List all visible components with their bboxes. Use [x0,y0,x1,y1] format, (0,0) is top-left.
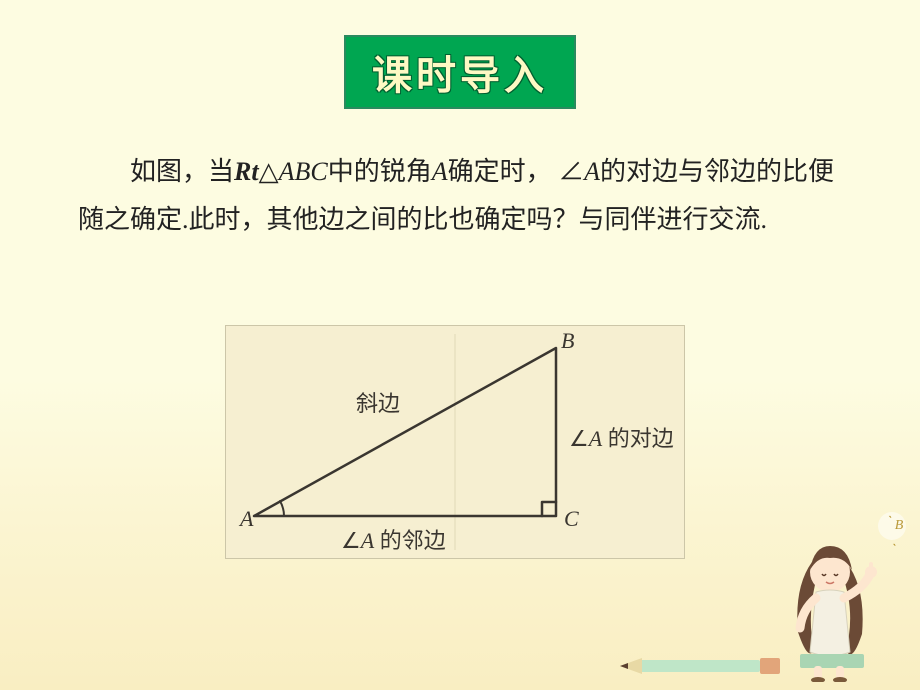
triangle-diagram: A B C 斜边 ∠A 的对边 ∠A 的邻边 [225,325,685,559]
vertex-b-label: B [561,328,574,353]
text-rt: Rt [234,157,259,186]
main-paragraph: 如图，当Rt△ABC中的锐角A确定时， ∠A的对边与邻边的比便随之确定.此时，其… [78,148,838,244]
text-part2: 中的锐角 [328,157,432,186]
svg-text:∠A 的邻边: ∠A 的邻边 [341,528,446,553]
svg-text:∠A 的对边: ∠A 的对边 [569,426,674,451]
opposite-label: ∠A 的对边 [569,426,674,451]
triangle-svg: A B C 斜边 ∠A 的对边 ∠A 的邻边 [226,326,684,558]
pencil-icon [620,654,780,678]
adjacent-label: ∠A 的邻边 [341,528,446,553]
hypotenuse-label: 斜边 [356,391,400,416]
girl-illustration [774,532,884,682]
text-part1: 如图，当 [130,157,234,186]
text-tri: △ [259,157,279,186]
text-a2: A [584,157,600,186]
text-part3: 确定时， ∠ [448,157,585,186]
vertex-a-label: A [238,506,254,531]
text-abc: ABC [279,157,328,186]
header-title: 课时导入 [344,35,576,109]
text-a1: A [432,157,448,186]
slide: 课时导入 如图，当Rt△ABC中的锐角A确定时， ∠A的对边与邻边的比便随之确定… [0,0,920,690]
vertex-c-label: C [564,506,579,531]
